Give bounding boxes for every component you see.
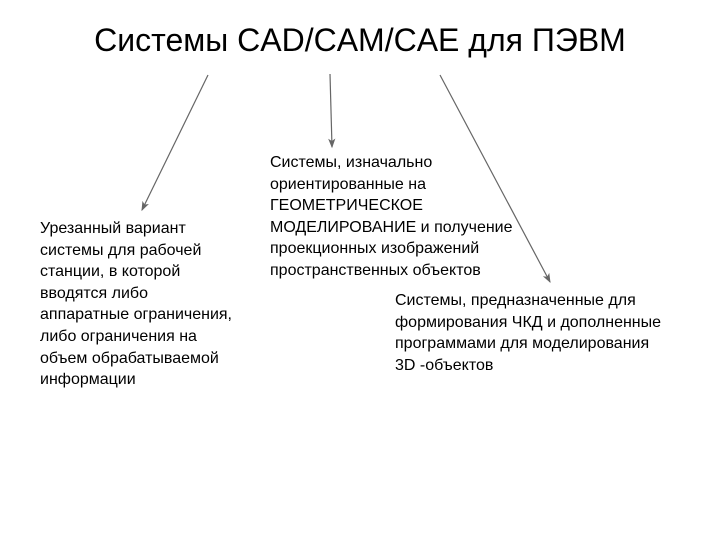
text-block-right: Системы, предназначенные для формировани… [395,290,665,376]
arrow-left [142,75,208,210]
slide-title: Системы CAD/CAM/CAE для ПЭВМ [0,22,720,59]
slide: Системы CAD/CAM/CAE для ПЭВМ Урезанный в… [0,0,720,540]
text-block-middle: Системы, изначально ориентированные на Г… [270,152,520,282]
text-block-left: Урезанный вариант системы для рабочей ст… [40,218,240,391]
arrow-middle [330,74,332,147]
